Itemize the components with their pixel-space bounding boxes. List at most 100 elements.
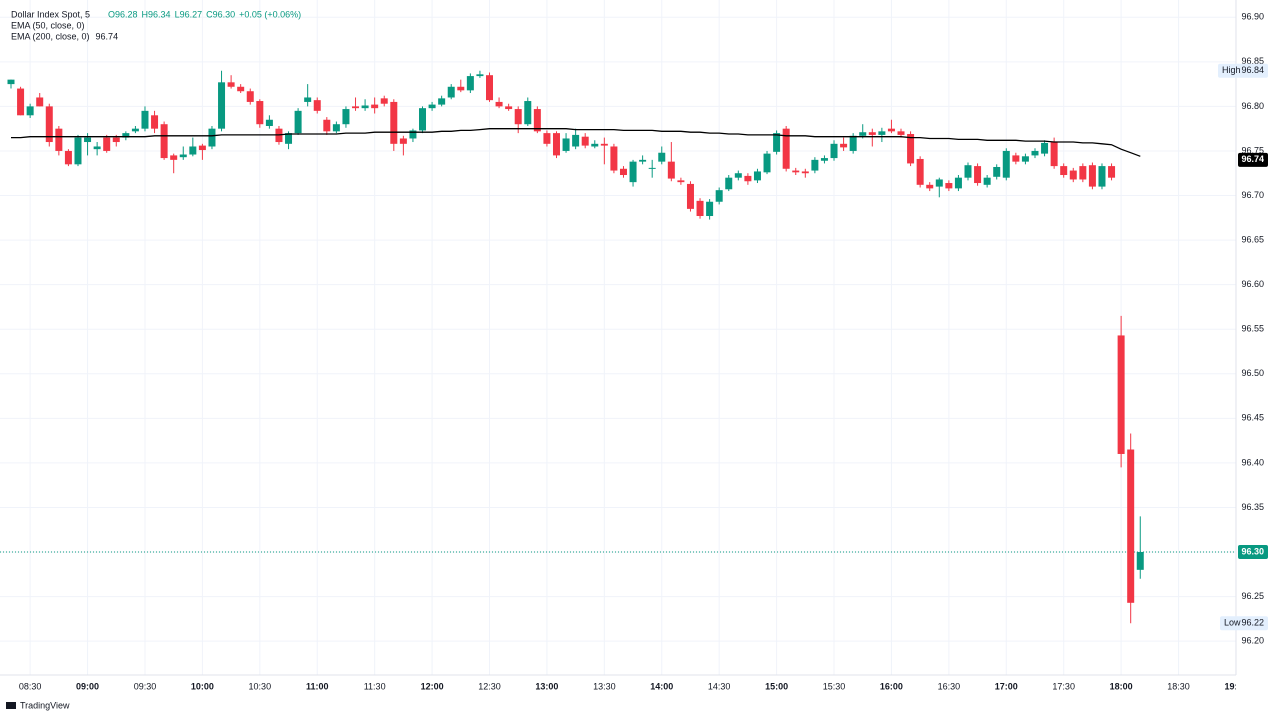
candle-body — [734, 173, 742, 178]
x-tick-label: 17:00 — [995, 681, 1018, 691]
y-tick-label: 96.90 — [1241, 12, 1264, 22]
candle-body — [983, 177, 991, 185]
candle-body — [993, 166, 1001, 177]
candle-body — [170, 155, 178, 160]
y-tick-label: 96.45 — [1241, 413, 1264, 423]
candle-body — [1088, 165, 1096, 187]
ema-badge — [1238, 152, 1268, 167]
candle-body — [246, 91, 254, 102]
legend-value: +0.05 (+0.06%) — [239, 9, 301, 19]
low-label: Low — [1224, 618, 1241, 628]
candle-body — [74, 137, 82, 165]
x-tick-label: 09:00 — [76, 681, 99, 691]
x-tick-label: 15:00 — [765, 681, 788, 691]
candle-body — [514, 109, 522, 125]
high-value: 96.84 — [1241, 65, 1264, 75]
candle-body — [304, 97, 312, 102]
candle-body — [552, 133, 560, 156]
x-tick-label: 08:30 — [19, 681, 42, 691]
candle-body — [256, 101, 264, 125]
y-tick-label: 96.60 — [1241, 279, 1264, 289]
candle-body — [486, 75, 493, 101]
y-tick-label: 96.55 — [1241, 324, 1264, 334]
legend-value: O96.28 — [108, 9, 138, 19]
candle-body — [1012, 155, 1020, 162]
x-tick-label: 12:00 — [421, 681, 444, 691]
candle-body — [17, 88, 25, 116]
candle-body — [409, 130, 417, 139]
candle-body — [237, 86, 245, 92]
candle-body — [55, 128, 63, 151]
candle-body — [667, 161, 675, 179]
candle-body — [840, 143, 848, 148]
candle-body — [811, 159, 819, 171]
candle-body — [438, 98, 446, 105]
candle-body — [820, 158, 828, 161]
candle-body — [1136, 552, 1144, 570]
candle-body — [160, 124, 168, 159]
candle-body — [562, 138, 570, 151]
y-tick-label: 96.70 — [1241, 190, 1264, 200]
legend-value: L96.27 — [175, 9, 203, 19]
candle-body — [1108, 166, 1116, 178]
candle-body — [208, 128, 216, 147]
last-price-value: 96.30 — [1241, 546, 1264, 556]
candle-body — [572, 134, 580, 147]
candle-body — [323, 119, 331, 132]
candle-body — [371, 104, 379, 109]
candle-body — [954, 177, 962, 189]
candle-body — [974, 166, 982, 184]
x-tick-label: 11:00 — [306, 681, 329, 691]
x-tick-label: 13:00 — [535, 681, 558, 691]
candle-body — [600, 143, 608, 146]
candle-body — [773, 133, 781, 152]
candle-body — [648, 167, 656, 169]
candle-body — [744, 175, 752, 182]
candle-body — [151, 115, 159, 129]
candle-body — [1117, 335, 1125, 454]
y-tick-label: 96.80 — [1241, 101, 1264, 111]
candle-body — [696, 200, 704, 217]
candle-body — [935, 179, 943, 187]
candle-body — [926, 184, 934, 189]
candle-body — [763, 153, 771, 173]
candle-body — [792, 170, 800, 173]
indicator-name: EMA (200, close, 0) — [11, 31, 90, 41]
ema-badge-value: 96.74 — [1241, 154, 1264, 164]
y-tick-label: 96.85 — [1241, 56, 1264, 66]
x-tick-label: 12:30 — [478, 681, 501, 691]
candle-body — [342, 109, 350, 125]
x-tick-label: 15:30 — [823, 681, 846, 691]
candle-body — [830, 143, 838, 159]
candle-body — [524, 101, 532, 125]
candle-body — [916, 158, 924, 185]
x-tick-label: 18:00 — [1110, 681, 1133, 691]
candle-body — [581, 136, 589, 146]
candle-body — [352, 106, 360, 109]
candle-body — [26, 106, 34, 116]
x-tick-label: 17:30 — [1052, 681, 1075, 691]
candle-body — [457, 86, 465, 91]
chart-title: Dollar Index Spot, 5 — [11, 9, 90, 19]
logo-mark — [6, 702, 16, 709]
x-tick-label: 14:30 — [708, 681, 731, 691]
candle-body — [964, 165, 972, 178]
candle-body — [399, 138, 407, 144]
x-tick-label: 11:30 — [364, 681, 386, 691]
candle-body — [447, 86, 455, 98]
candle-body — [591, 143, 599, 147]
x-tick-label: 16:30 — [938, 681, 961, 691]
candle-body — [945, 183, 953, 189]
candle-body — [715, 190, 723, 202]
high-badge — [1218, 63, 1268, 78]
x-tick-label: 18:30 — [1167, 681, 1190, 691]
candle-body — [543, 133, 551, 144]
x-tick-label: 13:30 — [593, 681, 616, 691]
candle-body — [1031, 150, 1039, 156]
x-tick-label: 09:30 — [134, 681, 157, 691]
candle-body — [1079, 166, 1087, 180]
candle-body — [878, 131, 886, 135]
candle-body — [686, 183, 694, 209]
